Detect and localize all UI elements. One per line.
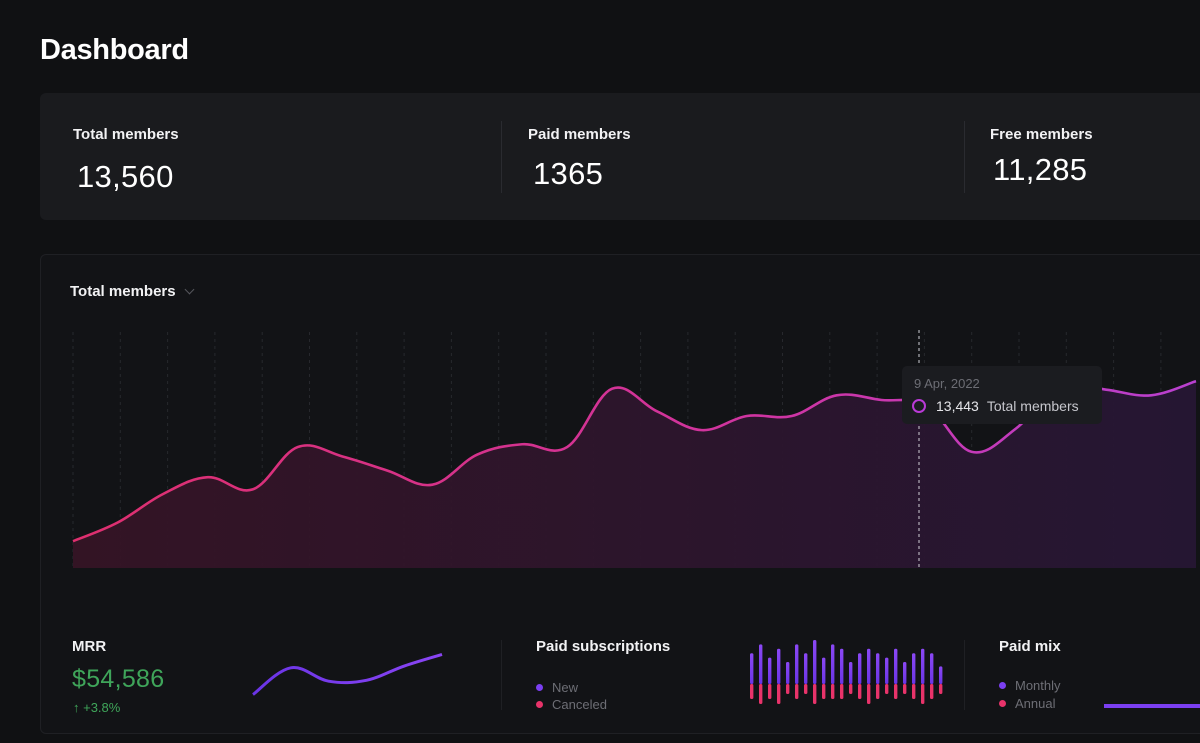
paid-subscriptions-bars (750, 640, 943, 704)
bar-canceled (813, 684, 817, 704)
section-divider (501, 640, 502, 710)
legend-new: New (536, 680, 578, 695)
legend-dot-icon (999, 700, 1006, 707)
bar-new (930, 653, 934, 684)
chart-line (72, 379, 1197, 543)
paid-mix-bar (1104, 704, 1200, 708)
bar-canceled (867, 684, 871, 704)
page-title: Dashboard (40, 34, 189, 66)
stat-label: Paid members (528, 126, 631, 143)
legend-label: New (552, 680, 579, 695)
bar-canceled (750, 684, 754, 699)
bar-new (894, 648, 898, 684)
stat-divider (964, 121, 965, 193)
tooltip-series-name: Total members (986, 398, 1079, 414)
bar-canceled (768, 684, 772, 699)
bar-new (903, 662, 907, 684)
stat-value: 1365 (533, 156, 604, 191)
bar-canceled (903, 684, 907, 694)
bar-canceled (912, 684, 916, 699)
legend-label: Monthly (1015, 678, 1061, 693)
bar-canceled (831, 684, 835, 699)
bar-new (840, 648, 844, 684)
tooltip-value: 13,443 (936, 398, 979, 414)
mrr-change: ↑ +3.8% (73, 700, 121, 715)
stat-value: 13,560 (77, 159, 174, 194)
bar-new (912, 653, 916, 684)
stat-divider (501, 121, 502, 193)
bar-canceled (894, 684, 898, 699)
bar-canceled (840, 684, 844, 699)
bar-new (876, 653, 880, 684)
bar-new (921, 648, 925, 684)
legend-canceled: Canceled (536, 697, 607, 712)
bar-new (768, 657, 772, 684)
bar-new (858, 653, 862, 684)
bar-new (750, 653, 754, 684)
bar-canceled (885, 684, 889, 694)
bar-canceled (786, 684, 790, 694)
bar-new (813, 640, 817, 684)
stats-summary-card: Total members 13,560 Paid members 1365 F… (40, 93, 1200, 220)
chart-metric-selector[interactable]: Total members (70, 283, 195, 300)
bar-new (867, 648, 871, 684)
tooltip-date: 9 Apr, 2022 (914, 376, 980, 391)
mrr-value: $54,586 (72, 665, 165, 693)
paid-mix-monthly-bar (1104, 704, 1200, 708)
bar-new (885, 657, 889, 684)
mrr-label: MRR (72, 638, 107, 655)
bar-canceled (939, 684, 943, 694)
legend-dot-icon (536, 701, 543, 708)
legend-label: Annual (1015, 696, 1056, 711)
legend-dot-icon (999, 682, 1006, 689)
bar-new (939, 666, 943, 684)
bar-new (822, 657, 826, 684)
bar-new (795, 644, 799, 684)
bar-new (759, 644, 763, 684)
bar-canceled (795, 684, 799, 699)
bar-canceled (876, 684, 880, 699)
chart-metric-label: Total members (70, 283, 176, 300)
bar-canceled (777, 684, 781, 704)
bar-new (804, 653, 808, 684)
bar-canceled (849, 684, 853, 694)
bar-canceled (930, 684, 934, 699)
mrr-line (252, 653, 443, 696)
chart-area (73, 381, 1196, 568)
bar-new (786, 662, 790, 684)
stat-label: Free members (990, 126, 1093, 143)
bar-canceled (858, 684, 862, 699)
bar-new (849, 662, 853, 684)
bar-canceled (822, 684, 826, 699)
bar-new (777, 648, 781, 684)
bar-canceled (804, 684, 808, 694)
mrr-sparkline (252, 653, 443, 696)
bar-canceled (921, 684, 925, 704)
circle-marker-icon (912, 399, 926, 413)
legend-label: Canceled (552, 697, 607, 712)
paid-mix-label: Paid mix (999, 638, 1061, 655)
stat-label: Total members (73, 126, 179, 143)
legend-dot-icon (536, 684, 543, 691)
tooltip-row: 13,443 Total members (912, 398, 1079, 414)
paid-subscriptions-label: Paid subscriptions (536, 638, 671, 655)
legend-annual: Annual (999, 696, 1055, 711)
legend-monthly: Monthly (999, 678, 1061, 693)
chart-tooltip: 9 Apr, 2022 13,443 Total members (902, 366, 1102, 424)
bar-canceled (759, 684, 763, 704)
bar-new (831, 644, 835, 684)
stat-value: 11,285 (993, 152, 1088, 187)
section-divider (964, 640, 965, 710)
